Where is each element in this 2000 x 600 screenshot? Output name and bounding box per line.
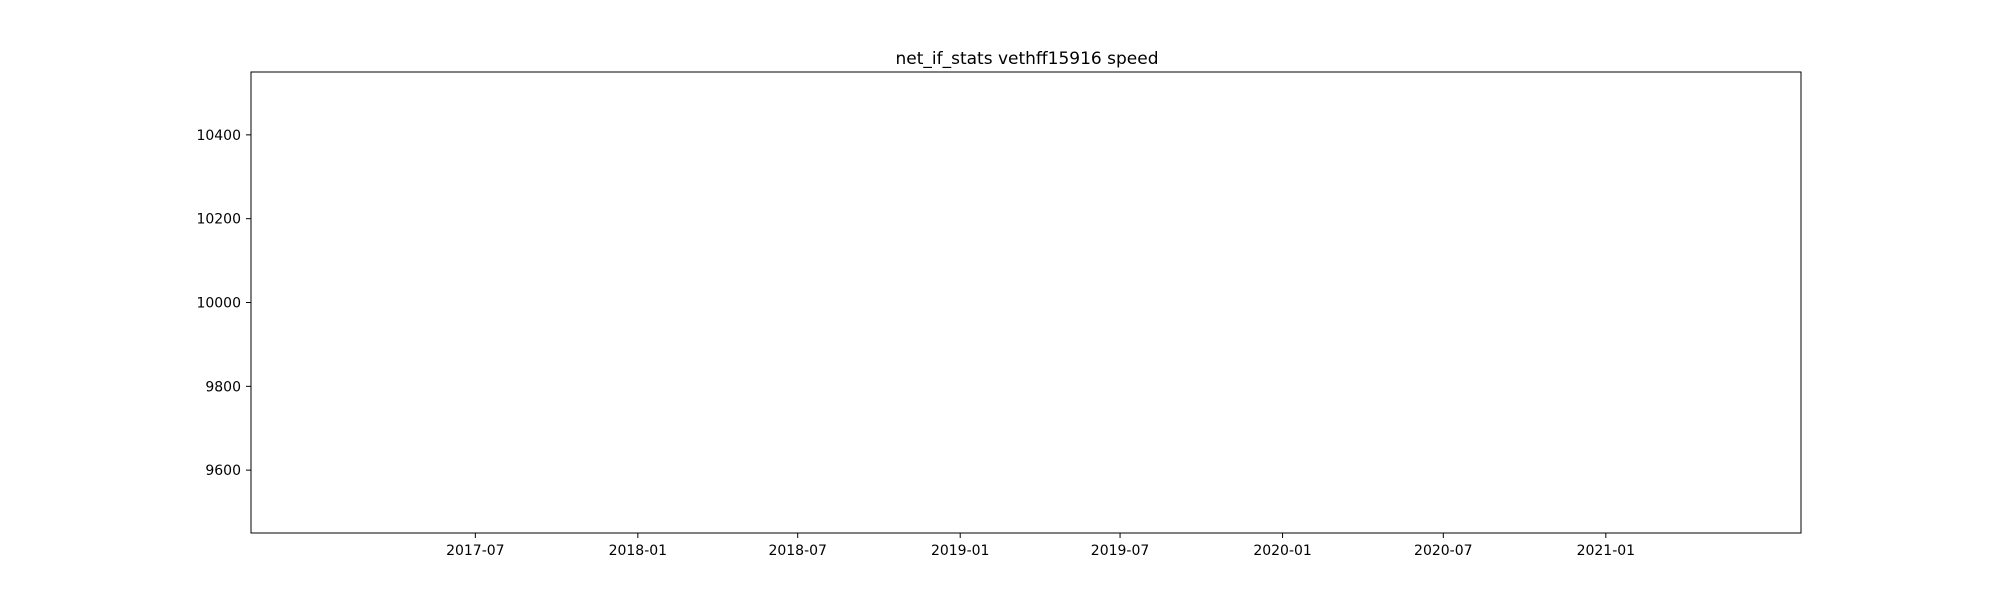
plot-area xyxy=(250,71,1802,534)
x-tick-label: 2020-01 xyxy=(1253,543,1312,559)
x-tick-label: 2019-01 xyxy=(931,543,990,559)
x-tick-label: 2020-07 xyxy=(1414,543,1473,559)
x-tick-label: 2018-01 xyxy=(609,543,668,559)
x-tick-label: 2021-01 xyxy=(1577,543,1636,559)
y-tick-label: 10000 xyxy=(196,296,241,312)
y-tick-label: 10200 xyxy=(196,212,241,228)
y-tick-label: 9800 xyxy=(205,379,241,395)
y-tick-label: 10400 xyxy=(196,128,241,144)
y-axis: 9600 9800 10000 10200 10400 xyxy=(196,128,251,479)
y-tick-label: 9600 xyxy=(205,463,241,479)
chart-title: net_if_stats vethff15916 speed xyxy=(896,49,1159,69)
x-tick-label: 2019-07 xyxy=(1091,543,1150,559)
x-axis: 2017-07 2018-01 2018-07 2019-01 2019-07 2020-… xyxy=(446,533,1635,559)
x-tick-label: 2018-07 xyxy=(768,543,827,559)
x-tick-label: 2017-07 xyxy=(446,543,505,559)
